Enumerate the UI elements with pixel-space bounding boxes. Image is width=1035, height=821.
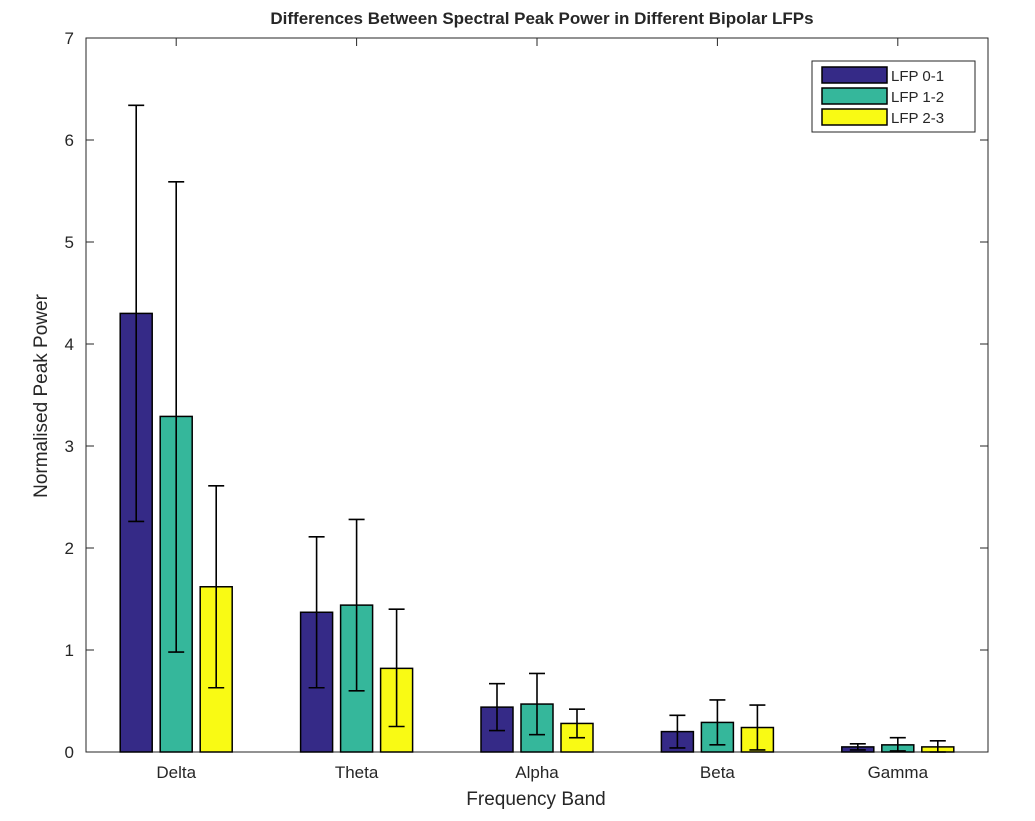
y-tick-label: 3: [65, 437, 74, 456]
legend-swatch: [821, 66, 888, 84]
y-tick-label: 5: [65, 233, 74, 252]
y-tick-label: 2: [65, 539, 74, 558]
legend-entry-label: LFP 2-3: [891, 110, 944, 127]
y-axis-label: Normalised Peak Power: [31, 293, 52, 497]
legend-swatch: [821, 108, 888, 126]
chart-title: Differences Between Spectral Peak Power …: [270, 9, 813, 28]
x-tick-label: Gamma: [868, 763, 929, 782]
legend-swatch: [821, 87, 888, 105]
y-tick-label: 6: [65, 131, 74, 150]
legend-entry-label: LFP 1-2: [891, 89, 944, 106]
legend-entry-label: LFP 0-1: [891, 68, 944, 85]
x-tick-label: Delta: [156, 763, 196, 782]
x-tick-label: Alpha: [515, 763, 559, 782]
x-tick-label: Beta: [700, 763, 736, 782]
y-tick-label: 7: [65, 29, 74, 48]
y-tick-label: 0: [65, 743, 74, 762]
y-tick-label: 1: [65, 641, 74, 660]
x-axis-label: Frequency Band: [466, 789, 605, 810]
legend: LFP 0-1 LFP 1-2 LFP 2-3: [811, 60, 976, 133]
plot-area: 0 1 2 3 4 5 6 7 Delta Theta Alpha Beta Gamma: [65, 29, 989, 782]
x-tick-label: Theta: [335, 763, 379, 782]
y-tick-label: 4: [65, 335, 74, 354]
